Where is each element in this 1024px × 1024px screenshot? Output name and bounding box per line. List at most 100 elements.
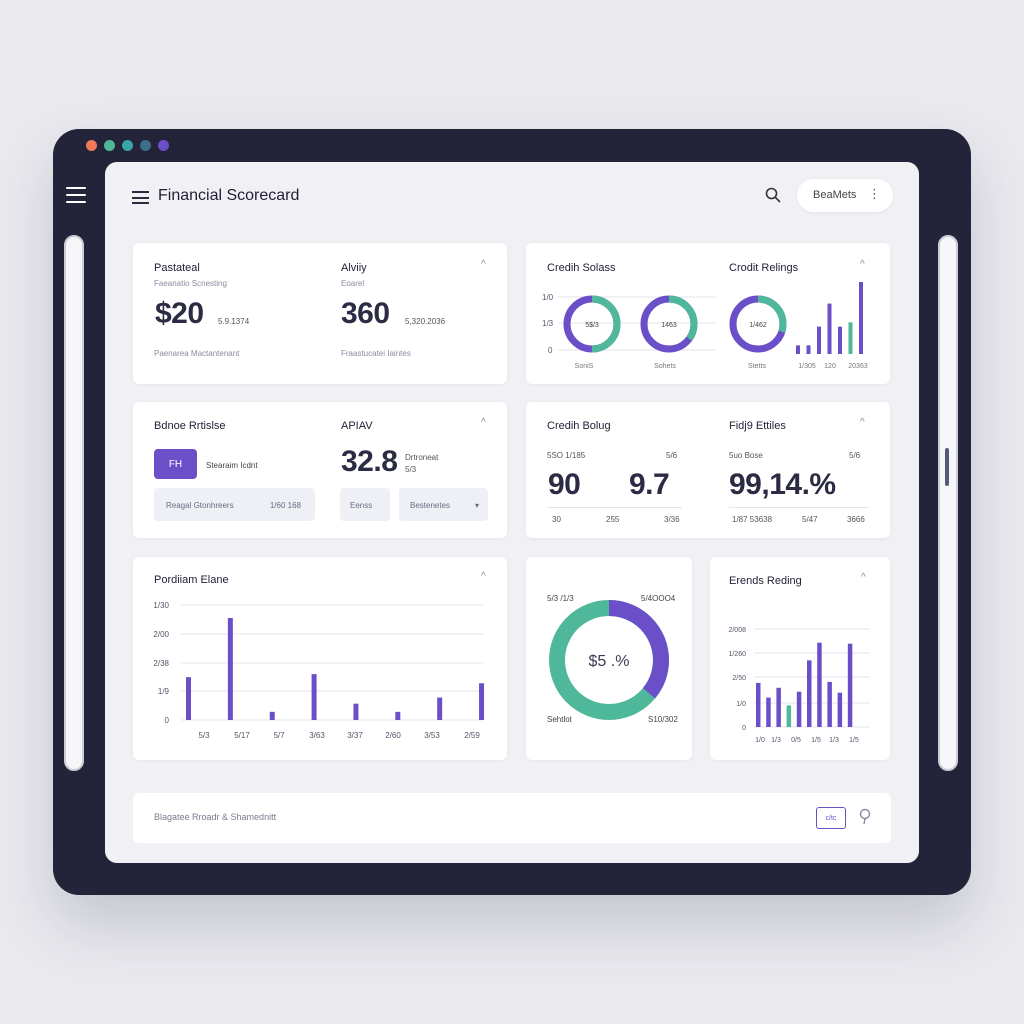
pordiiam-chart-card: Pordiiam Elane ^ 1/30 2/00 2/38 1/9 0 5/3 5/17… xyxy=(133,557,507,760)
y-tick: 0 xyxy=(742,725,746,732)
region-field[interactable]: Reagal Gtonhreers 1/60 168 xyxy=(154,488,315,521)
y-tick: 1/3 xyxy=(542,319,554,328)
card-subtitle: Faeanatio Scnesting xyxy=(154,279,227,288)
y-tick: 0 xyxy=(165,716,170,725)
mini-bar xyxy=(817,326,821,354)
footer-button[interactable]: c/tc xyxy=(816,807,846,829)
trend-bar xyxy=(786,705,792,727)
chart-bar xyxy=(227,618,233,720)
divider xyxy=(547,507,682,508)
left-scroll-rail[interactable] xyxy=(64,235,84,771)
metric-value: 90 xyxy=(548,468,581,501)
mini-bar xyxy=(848,322,853,354)
trend-bar-chart: 2/008 1/260 2/50 1/0 0 1/0 1/3 0/5 1/5 1/3 1/5 xyxy=(728,627,870,744)
y-tick: 0 xyxy=(548,346,553,355)
foot-note: 5/47 xyxy=(802,515,818,524)
mini-bar xyxy=(838,326,842,354)
window-dot-purple[interactable] xyxy=(158,140,169,151)
field-label: Bestenetes xyxy=(410,501,451,510)
field-label: Eenss xyxy=(350,501,373,510)
card-title: Credih Bolug xyxy=(547,420,611,432)
donut-1-label: 5$/3 xyxy=(585,322,599,329)
right-scroll-rail[interactable] xyxy=(938,235,958,771)
x-tick: 5/7 xyxy=(273,731,285,740)
x-tick: 0/5 xyxy=(791,737,801,744)
search-icon[interactable] xyxy=(764,186,782,204)
metric-note: 5.9.1374 xyxy=(218,317,250,326)
footer-bar: Blagatee Rroadr & Shamednitt c/tc xyxy=(133,793,891,843)
donut-1-segment xyxy=(563,295,621,353)
collapse-caret-icon[interactable]: ^ xyxy=(860,259,865,270)
mini-bar xyxy=(859,282,863,354)
x-tick: 5/3 xyxy=(198,731,210,740)
x-tick: 3/53 xyxy=(424,731,440,740)
donut-foot: Stetts xyxy=(748,363,766,370)
window-dot-green[interactable] xyxy=(104,140,115,151)
donut-label: 5/3 /1/3 xyxy=(547,594,574,603)
field-value: 1/60 168 xyxy=(269,501,301,510)
menu-icon[interactable] xyxy=(132,191,149,204)
y-tick: 1/30 xyxy=(153,601,169,610)
donut-card: 5/3 /1/3 5/4OOO4 $5 .% Sehtlot S10/302 xyxy=(526,557,692,760)
window-dot-blue[interactable] xyxy=(140,140,151,151)
mini-bar xyxy=(827,303,832,354)
chart-bar xyxy=(353,703,359,720)
eenss-field[interactable]: Eenss xyxy=(340,488,390,521)
donut-label: Sehtlot xyxy=(547,715,572,724)
donut-foot: SoniS xyxy=(575,363,594,370)
donut-label: S10/302 xyxy=(648,715,678,724)
button-note: Stearaim Icdnt xyxy=(206,461,258,470)
foot-note: 30 xyxy=(552,515,561,524)
footer-label: Blagatee Rroadr & Shamednitt xyxy=(154,812,277,822)
device-frame: Financial Scorecard BeaMets ⋮ Pastateal … xyxy=(53,129,971,895)
x-tick: 3/37 xyxy=(347,731,363,740)
page-title: Financial Scorecard xyxy=(158,187,300,204)
y-tick: 1/0 xyxy=(542,293,554,302)
collapse-caret-icon[interactable]: ^ xyxy=(481,259,486,270)
donut-2-segment xyxy=(640,295,698,353)
collapse-caret-icon[interactable]: ^ xyxy=(861,572,866,583)
trend-bar xyxy=(776,687,781,727)
window-dot-orange[interactable] xyxy=(86,140,97,151)
x-tick: 2/59 xyxy=(464,731,480,740)
chart-bar xyxy=(311,674,317,720)
y-tick: 2/50 xyxy=(732,675,746,682)
collapse-caret-icon[interactable]: ^ xyxy=(860,417,865,428)
balance-card: Bdnoe Rrtislse FH Stearaim Icdnt Reagal … xyxy=(133,402,507,538)
metric-value-secondary: 360 xyxy=(341,297,390,330)
y-tick: 1/260 xyxy=(728,651,746,658)
card-title: Credih Solass xyxy=(547,262,616,274)
chevron-down-icon: ▾ xyxy=(474,501,479,510)
metric-value: 32.8 xyxy=(341,445,398,478)
window-dots xyxy=(86,140,169,151)
x-tick: 20363 xyxy=(848,363,868,370)
side-menu-icon[interactable] xyxy=(66,187,86,203)
top-note: 5SO 1/185 xyxy=(547,451,586,460)
chart-bar xyxy=(437,697,443,720)
top-note: 5/6 xyxy=(666,451,678,460)
more-icon[interactable]: ⋮ xyxy=(868,186,881,201)
collapse-caret-icon[interactable]: ^ xyxy=(481,417,486,428)
top-note: 5/6 xyxy=(849,451,861,460)
bestenetes-select[interactable]: Bestenetes ▾ xyxy=(399,488,488,521)
trend-bar xyxy=(837,692,843,727)
scroll-thumb[interactable] xyxy=(945,448,949,486)
trend-bar xyxy=(807,660,812,727)
card-title: Bdnoe Rrtislse xyxy=(154,420,226,432)
x-tick: 2/60 xyxy=(385,731,401,740)
account-pill[interactable]: BeaMets ⋮ xyxy=(797,179,893,212)
account-pill-label: BeaMets xyxy=(813,189,857,201)
card-title: Erends Reding xyxy=(729,575,802,587)
collapse-caret-icon[interactable]: ^ xyxy=(481,571,486,582)
card-title-secondary: Crodit Relings xyxy=(729,262,799,274)
x-tick: 1/0 xyxy=(755,737,765,744)
fh-button[interactable]: FH xyxy=(154,449,197,479)
trend-bar xyxy=(827,681,832,727)
chart-bar xyxy=(269,711,275,720)
location-pin-icon[interactable] xyxy=(858,808,872,826)
foot-note: 3666 xyxy=(847,515,865,524)
window-dot-teal[interactable] xyxy=(122,140,133,151)
donut-center-value: $5 .% xyxy=(589,653,630,670)
app-screen: Financial Scorecard BeaMets ⋮ Pastateal … xyxy=(105,162,919,863)
donut-label: 5/4OOO4 xyxy=(641,594,676,603)
